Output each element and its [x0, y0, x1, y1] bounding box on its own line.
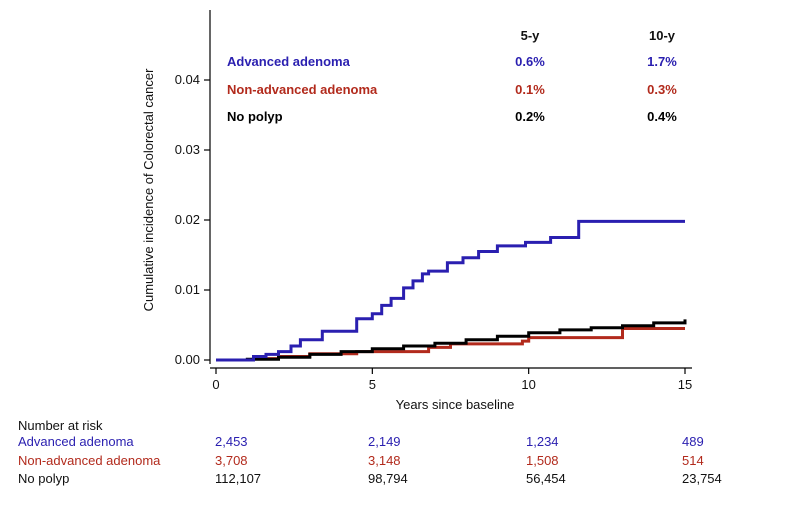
inset-row-label: Non-advanced adenoma — [227, 82, 378, 97]
risk-value: 1,508 — [526, 453, 559, 468]
inset-header: 10-y — [649, 28, 676, 43]
risk-value: 112,107 — [215, 471, 262, 486]
inset-row-label: Advanced adenoma — [227, 54, 351, 69]
inset-row-label: No polyp — [227, 109, 283, 124]
x-tick-label: 5 — [369, 377, 376, 392]
inset-table: 5-y 10-y Advanced adenoma 0.6% 1.7% Non-advan… — [227, 28, 677, 124]
y-tick-label: 0.03 — [175, 142, 200, 157]
y-tick-label: 0.02 — [175, 212, 200, 227]
y-tick-label: 0.00 — [175, 352, 200, 367]
inset-value: 0.1% — [515, 82, 545, 97]
x-tick-label: 10 — [521, 377, 535, 392]
risk-value: 56,454 — [526, 471, 566, 486]
series-line-advanced-adenoma — [216, 219, 685, 362]
inset-value: 1.7% — [647, 54, 677, 69]
risk-value: 3,708 — [215, 453, 248, 468]
inset-value: 0.6% — [515, 54, 545, 69]
risk-value: 2,453 — [215, 434, 248, 449]
x-tick-label: 0 — [212, 377, 219, 392]
risk-table-title: Number at risk — [18, 418, 103, 433]
inset-value: 0.4% — [647, 109, 677, 124]
risk-value: 23,754 — [682, 471, 722, 486]
risk-value: 2,149 — [368, 434, 401, 449]
series-layer — [216, 219, 687, 362]
risk-value: 514 — [682, 453, 704, 468]
y-tick-label: 0.01 — [175, 282, 200, 297]
risk-row-label: Advanced adenoma — [18, 434, 134, 449]
x-axis-label: Years since baseline — [396, 397, 515, 412]
risk-value: 1,234 — [526, 434, 559, 449]
risk-value: 98,794 — [368, 471, 408, 486]
inset-value: 0.2% — [515, 109, 545, 124]
inset-value: 0.3% — [647, 82, 677, 97]
inset-header: 5-y — [521, 28, 541, 43]
axes: 0.00 0.01 0.02 0.03 0.04 0 5 10 15 — [175, 10, 692, 392]
risk-value: 3,148 — [368, 453, 401, 468]
risk-row-label: No polyp — [18, 471, 70, 486]
risk-value: 489 — [682, 434, 704, 449]
x-tick-label: 15 — [678, 377, 692, 392]
y-tick-label: 0.04 — [175, 72, 200, 87]
y-axis-label: Cumulative incidence of Colorectal cance… — [141, 68, 156, 311]
risk-row-label: Non-advanced adenoma — [18, 453, 161, 468]
series-line-no-polyp — [216, 319, 687, 362]
